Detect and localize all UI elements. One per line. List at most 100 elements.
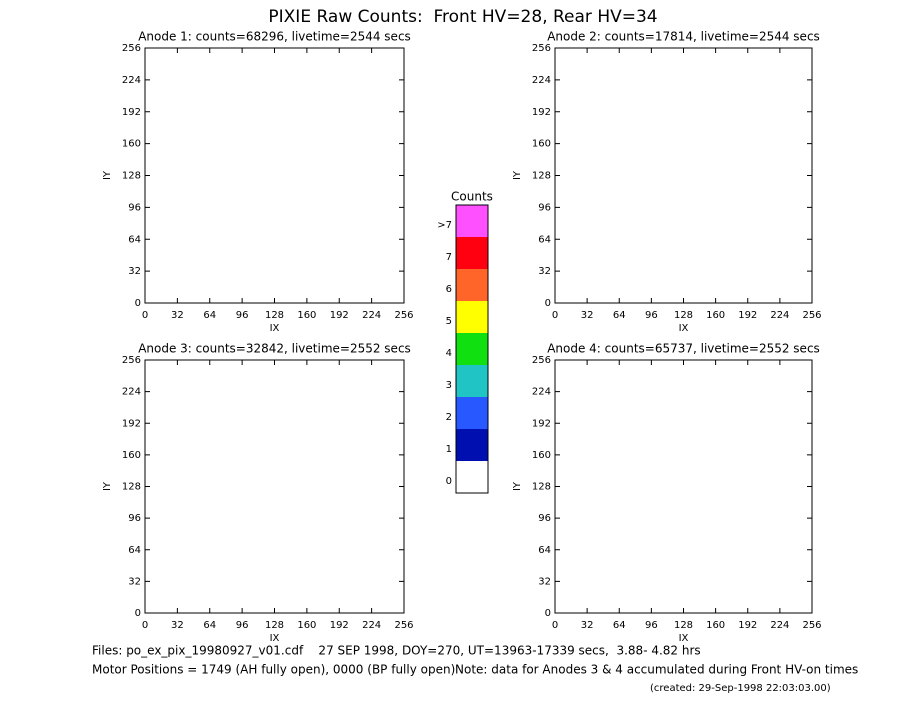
- y-tick-label: 0: [135, 608, 141, 619]
- x-tick-label: 192: [738, 310, 757, 321]
- y-tick-label: 192: [122, 107, 141, 118]
- y-tick-label: 224: [532, 75, 551, 86]
- y-tick-label: 64: [128, 545, 141, 556]
- y-tick-label: 224: [532, 387, 551, 398]
- x-tick-label: 224: [770, 310, 789, 321]
- footer-motor: Motor Positions = 1749 (AH fully open), …: [92, 663, 455, 677]
- colorbar-cell: [456, 461, 488, 493]
- x-tick-label: 224: [770, 620, 789, 631]
- colorbar-cell: [456, 397, 488, 429]
- colorbar-cell: [456, 205, 488, 237]
- colorbar-label: 0: [446, 476, 452, 487]
- plot-frame: [144, 47, 405, 304]
- x-tick-label: 224: [362, 310, 381, 321]
- y-tick-label: 96: [538, 513, 551, 524]
- plot-frame: [144, 359, 405, 614]
- y-tick-label: 96: [538, 202, 551, 213]
- x-tick-label: 192: [330, 620, 349, 631]
- x-tick-label: 192: [738, 620, 757, 631]
- y-tick-label: 128: [122, 171, 141, 182]
- x-tick-label: 160: [706, 310, 725, 321]
- y-tick-label: 160: [532, 139, 551, 150]
- y-axis-label: IY: [102, 170, 113, 180]
- colorbar-label: 2: [446, 412, 452, 423]
- colorbar-label: >7: [437, 220, 452, 231]
- colorbar-label: 3: [446, 380, 452, 391]
- x-tick-label: 32: [171, 620, 184, 631]
- colorbar-cell: [456, 333, 488, 365]
- colorbar-label: 4: [446, 348, 452, 359]
- colorbar-label: 5: [446, 316, 452, 327]
- x-tick-label: 256: [802, 620, 821, 631]
- x-tick-label: 160: [297, 310, 316, 321]
- x-tick-label: 0: [552, 310, 558, 321]
- x-tick-label: 96: [236, 310, 249, 321]
- colorbar-cell: [456, 237, 488, 269]
- x-tick-label: 256: [394, 620, 413, 631]
- x-axis-label: IX: [270, 323, 280, 334]
- y-tick-label: 224: [122, 387, 141, 398]
- x-axis-label: IX: [679, 323, 689, 334]
- panel-title: Anode 4: counts=65737, livetime=2552 sec…: [547, 342, 820, 356]
- x-tick-label: 192: [330, 310, 349, 321]
- y-axis-label: IY: [102, 481, 113, 491]
- x-tick-label: 128: [265, 620, 284, 631]
- y-tick-label: 96: [128, 202, 141, 213]
- y-tick-label: 64: [128, 234, 141, 245]
- y-tick-label: 192: [122, 418, 141, 429]
- colorbar-frame: [455, 204, 489, 494]
- x-tick-label: 160: [706, 620, 725, 631]
- figure-title: PIXIE Raw Counts: Front HV=28, Rear HV=3…: [268, 7, 657, 27]
- y-axis-label: IY: [512, 170, 523, 180]
- colorbar-label: 6: [446, 284, 452, 295]
- x-tick-label: 224: [362, 620, 381, 631]
- x-tick-label: 128: [674, 620, 693, 631]
- y-tick-label: 32: [538, 266, 551, 277]
- x-tick-label: 64: [203, 310, 216, 321]
- y-tick-label: 160: [532, 450, 551, 461]
- footer-files: Files: po_ex_pix_19980927_v01.cdf 27 SEP…: [92, 644, 701, 658]
- y-tick-label: 224: [122, 75, 141, 86]
- colorbar-label: 7: [446, 252, 452, 263]
- colorbar-cell: [456, 429, 488, 461]
- y-axis-label: IY: [512, 481, 523, 491]
- x-tick-label: 0: [552, 620, 558, 631]
- y-tick-label: 160: [122, 450, 141, 461]
- y-tick-label: 64: [538, 234, 551, 245]
- colorbar-cell: [456, 301, 488, 333]
- plot-frame: [554, 47, 813, 304]
- y-tick-label: 0: [545, 298, 551, 309]
- panel-title: Anode 2: counts=17814, livetime=2544 sec…: [547, 30, 820, 44]
- x-tick-label: 96: [645, 310, 658, 321]
- y-tick-label: 128: [532, 482, 551, 493]
- x-tick-label: 96: [645, 620, 658, 631]
- colorbar-cell: [456, 269, 488, 301]
- x-tick-label: 96: [236, 620, 249, 631]
- y-tick-label: 96: [128, 513, 141, 524]
- y-tick-label: 0: [135, 298, 141, 309]
- y-tick-label: 32: [128, 266, 141, 277]
- x-axis-label: IX: [270, 633, 280, 644]
- y-tick-label: 192: [532, 418, 551, 429]
- y-tick-label: 0: [545, 608, 551, 619]
- y-tick-label: 256: [532, 43, 551, 54]
- x-tick-label: 0: [142, 310, 148, 321]
- x-tick-label: 256: [394, 310, 413, 321]
- y-tick-label: 256: [122, 43, 141, 54]
- panel-title: Anode 3: counts=32842, livetime=2552 sec…: [138, 342, 411, 356]
- y-tick-label: 32: [538, 576, 551, 587]
- x-tick-label: 128: [265, 310, 284, 321]
- y-tick-label: 64: [538, 545, 551, 556]
- y-tick-label: 160: [122, 139, 141, 150]
- x-tick-label: 160: [297, 620, 316, 631]
- y-tick-label: 192: [532, 107, 551, 118]
- x-tick-label: 32: [581, 620, 594, 631]
- y-tick-label: 128: [532, 171, 551, 182]
- footer-created: (created: 29-Sep-1998 22:03:03.00): [650, 683, 831, 694]
- y-tick-label: 32: [128, 576, 141, 587]
- x-tick-label: 0: [142, 620, 148, 631]
- footer-note: Note: data for Anodes 3 & 4 accumulated …: [455, 663, 858, 677]
- y-tick-label: 256: [532, 355, 551, 366]
